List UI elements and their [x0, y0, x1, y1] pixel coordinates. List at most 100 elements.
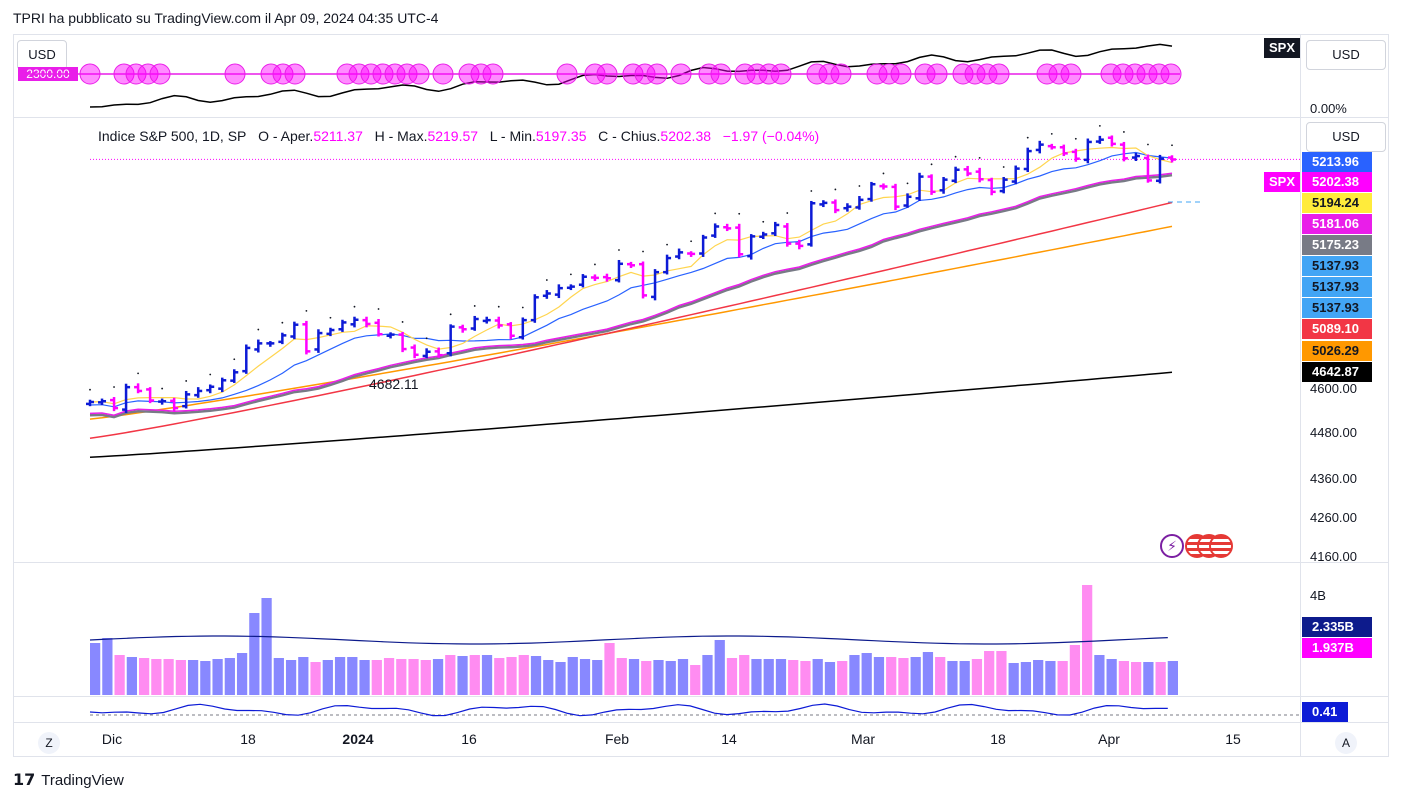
ohlc-bar — [1059, 144, 1068, 157]
top-signal-bubble — [482, 63, 504, 85]
top-signal-bubble — [746, 63, 768, 85]
us-flag-events-icon[interactable] — [1185, 534, 1233, 558]
footer-brand-text: TradingView — [41, 771, 124, 789]
time-tick-15-apr: 15 — [1225, 731, 1241, 747]
top-indicator-line — [89, 43, 1173, 108]
time-tick-mar: Mar — [850, 731, 876, 747]
ohlc-bar — [987, 177, 996, 196]
volume-bar — [200, 661, 211, 695]
log-scale-button[interactable]: Z — [38, 732, 60, 754]
ohlc-dot-marker — [377, 308, 380, 310]
volume-bar — [249, 613, 260, 695]
volume-bar — [751, 659, 762, 695]
volume-bar — [1106, 659, 1117, 695]
volume-bar — [984, 651, 995, 695]
volume-bar — [1167, 661, 1178, 695]
ohlc-bar — [194, 387, 203, 398]
auto-scale-button[interactable]: A — [1335, 732, 1357, 754]
volume-bar — [996, 651, 1007, 695]
volume-bar — [788, 660, 799, 695]
volume-bar — [555, 662, 566, 695]
price-label-6: 5137.93 — [1302, 277, 1372, 297]
volume-bar — [1094, 655, 1105, 695]
ohlc-bar — [819, 200, 828, 208]
ohlc-bar — [1083, 138, 1092, 164]
ohlc-dot-marker — [257, 328, 260, 331]
volume-bar — [420, 660, 431, 695]
osc-line — [89, 703, 1168, 717]
volume-bar — [310, 662, 321, 695]
ohlc-bar — [398, 321, 407, 353]
ohlc-bar — [278, 321, 287, 345]
ohlc-bar — [146, 387, 155, 404]
ohlc-dot-marker — [521, 306, 524, 309]
top-signal-bubble — [890, 63, 912, 85]
time-tick-16-jan: 16 — [461, 731, 477, 747]
ohlc-bar — [314, 329, 323, 353]
ohlc-bar — [711, 212, 720, 238]
oscillator-pane — [89, 703, 1300, 717]
volume-bar — [1020, 662, 1032, 695]
top-signal-bubble — [584, 63, 606, 85]
ohlc-dot-marker — [329, 316, 332, 319]
ohlc-bar — [566, 273, 575, 291]
ohlc-bar — [807, 190, 816, 247]
volume-bar — [457, 656, 468, 695]
ohlc-bar — [915, 172, 924, 201]
top-signal-bubble — [670, 63, 692, 85]
ohlc-bar — [723, 223, 732, 232]
ohlc-dot-marker — [185, 380, 188, 382]
ma-20-grey-line — [89, 173, 1173, 419]
ohlc-dot-marker — [738, 212, 741, 215]
volume-bar — [886, 657, 897, 695]
top-pane-zero-label: 0.00% — [1310, 101, 1347, 116]
volume-bar — [677, 659, 689, 695]
ohlc-bar — [843, 203, 852, 212]
main-pane-currency[interactable]: USD — [1306, 122, 1386, 152]
top-signal-bubble — [113, 63, 135, 85]
ohlc-dot-marker — [930, 163, 933, 166]
ohlc-bar — [362, 316, 371, 328]
pane-separator-osc[interactable] — [14, 696, 1388, 697]
top-signal-bubble — [1060, 63, 1082, 85]
volume-pane — [89, 585, 1178, 695]
pane-separator-volume[interactable] — [14, 562, 1388, 563]
volume-bar — [212, 659, 223, 695]
volume-last-label: 1.937B — [1302, 638, 1372, 658]
ohlc-dot-marker — [401, 321, 404, 323]
ohlc-dot-marker — [1123, 131, 1125, 133]
ohlc-bar — [1023, 136, 1032, 173]
pane-separator-top[interactable] — [14, 117, 1388, 118]
footer-brand[interactable]: 𝟭𝟳 TradingView — [13, 770, 124, 790]
ohlc-dot-marker — [281, 321, 284, 324]
top-pane-currency-right[interactable]: USD — [1306, 40, 1386, 70]
ohlc-bar — [506, 322, 515, 340]
volume-bar — [347, 657, 358, 695]
top-signal-bubble — [830, 63, 852, 85]
ohlc-dot-marker — [1002, 166, 1005, 168]
legend-open-label: O - Aper. — [258, 128, 314, 144]
top-signal-bubble — [1148, 63, 1170, 85]
top-signal-bubble — [272, 63, 294, 85]
legend-close-label: C - Chius. — [598, 128, 661, 144]
ohlc-bar — [494, 305, 503, 329]
volume-bar — [506, 657, 517, 695]
ohlc-bar — [927, 163, 936, 195]
volume-bar — [359, 660, 370, 695]
ohlc-dot-marker — [1074, 137, 1077, 140]
lightning-icon[interactable]: ⚡ — [1160, 534, 1184, 558]
ohlc-dot-marker — [714, 212, 717, 215]
volume-bar — [947, 661, 958, 695]
price-label-10: 4642.87 — [1302, 362, 1372, 382]
top-signal-bubble — [432, 63, 454, 85]
top-signal-bubble — [470, 63, 492, 85]
ma-200-line — [89, 371, 1173, 458]
volume-bar — [812, 659, 823, 695]
ohlc-bar — [338, 319, 347, 332]
legend-low: 5197.35 — [535, 128, 587, 144]
top-signal-bubble — [1112, 63, 1134, 85]
volume-bar — [408, 659, 419, 695]
volume-bar — [90, 643, 101, 695]
ohlc-bar — [771, 221, 780, 236]
